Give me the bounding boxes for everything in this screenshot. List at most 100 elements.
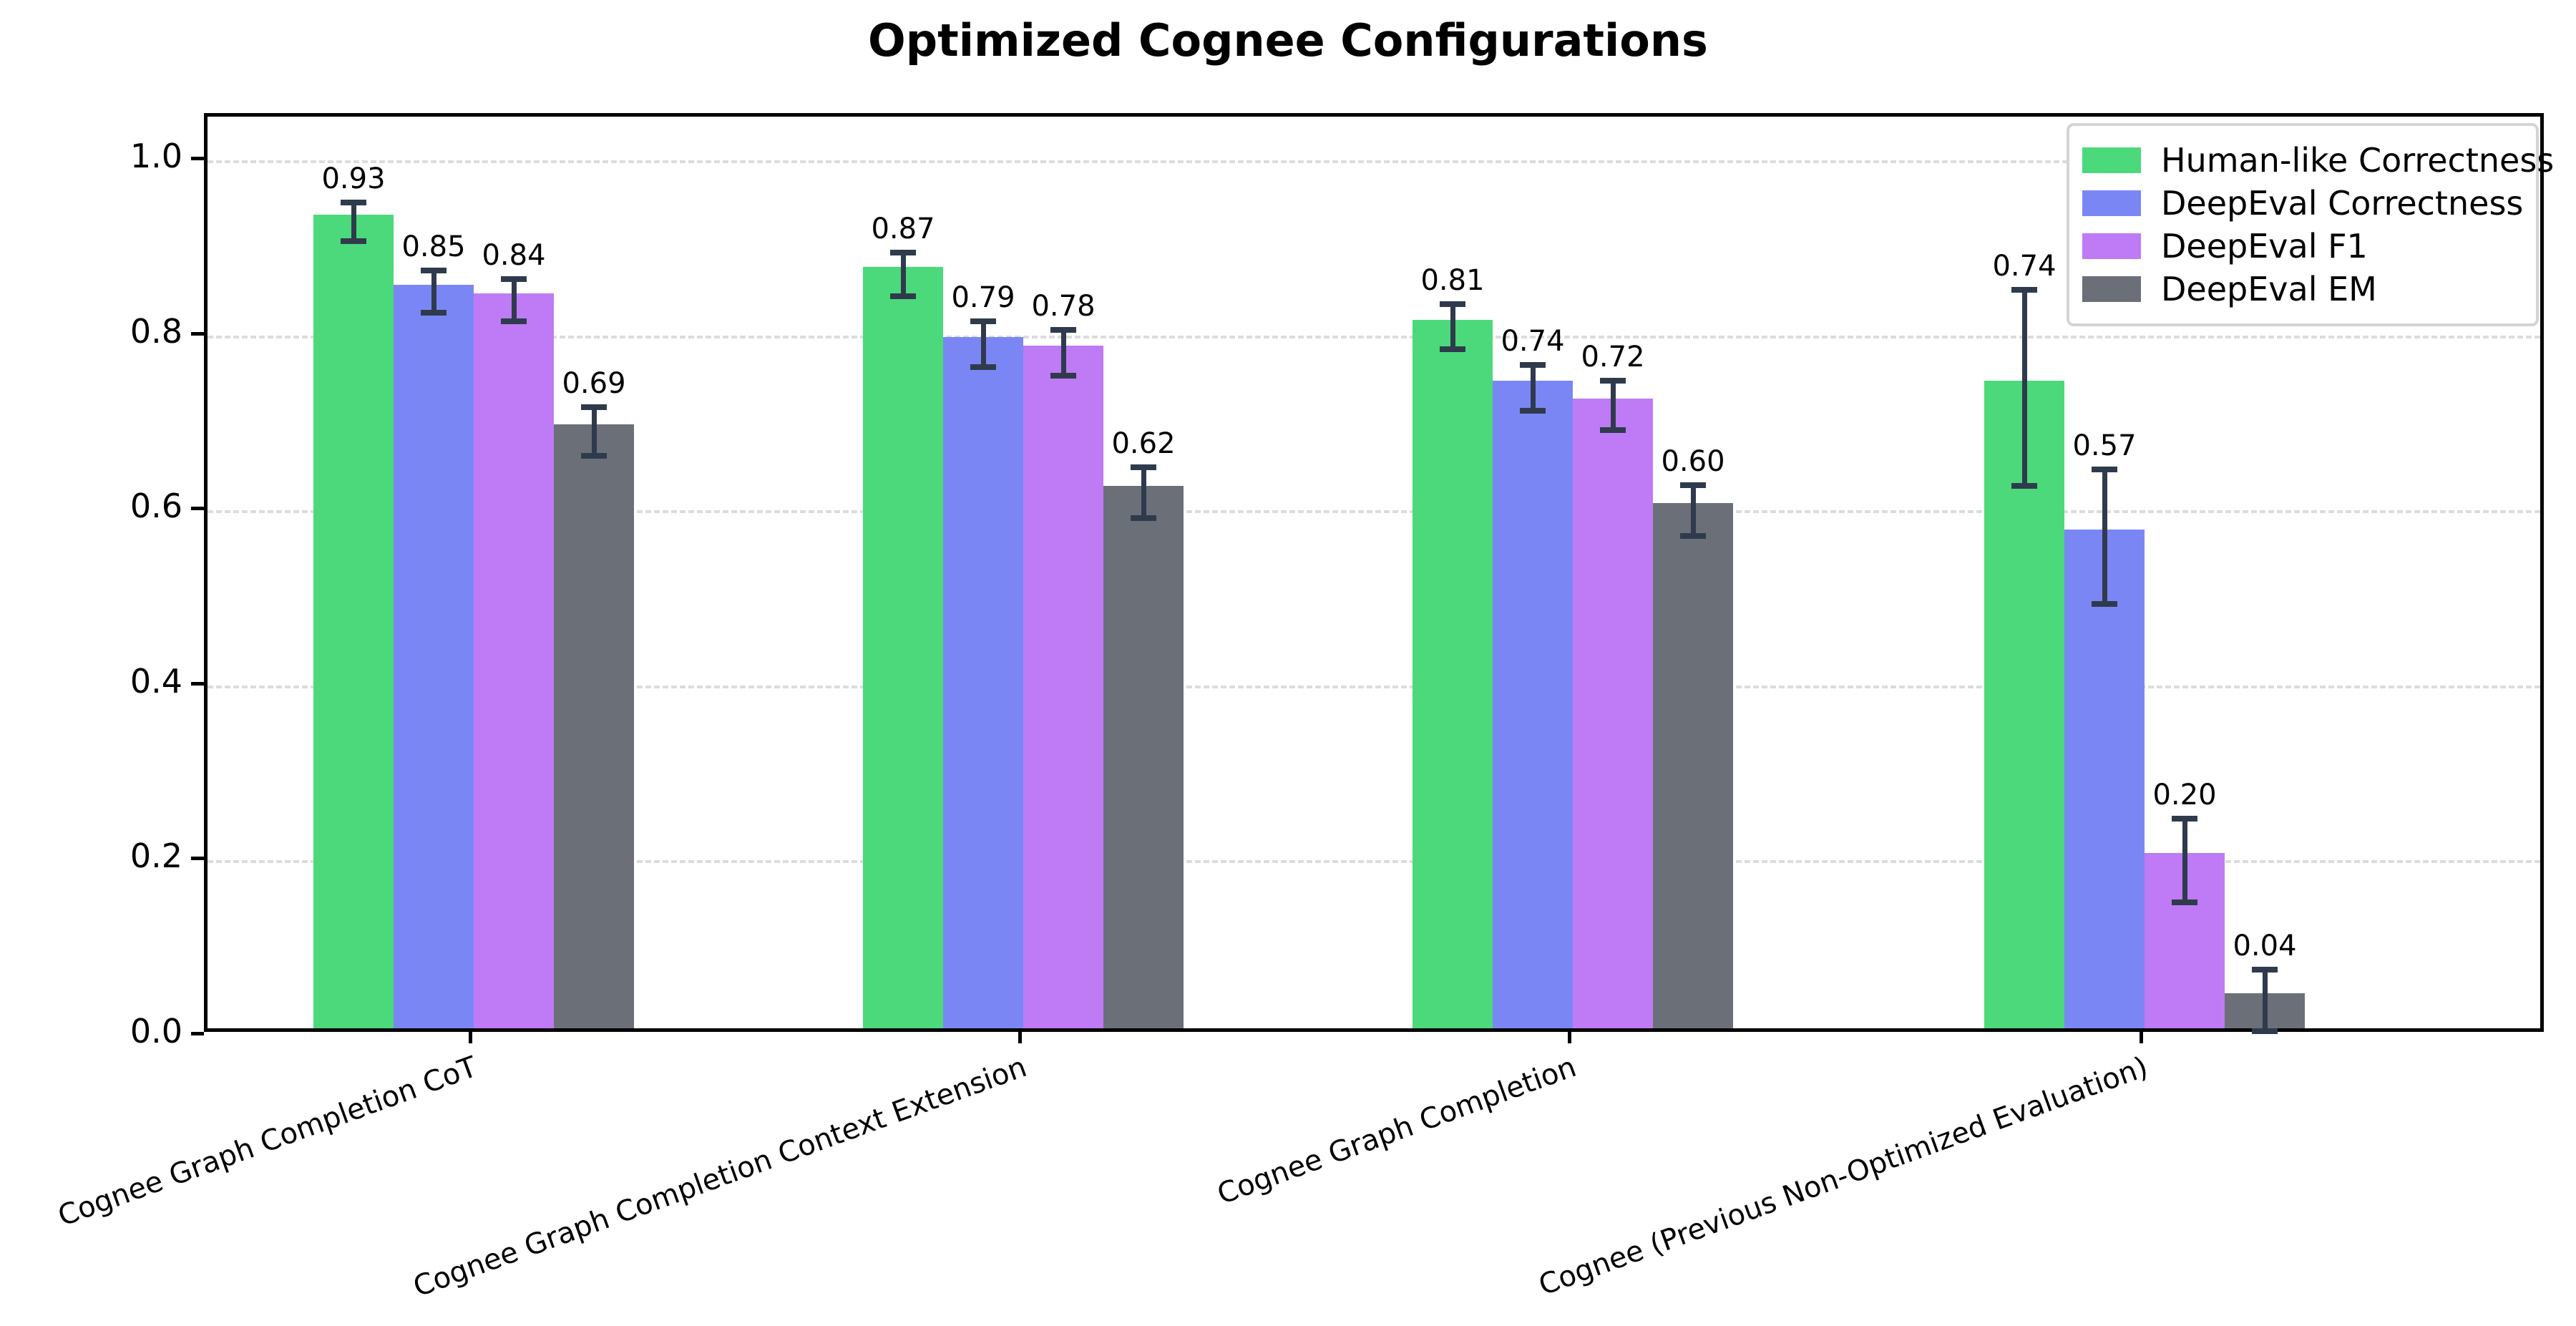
error-bar-line (2262, 970, 2268, 1031)
y-tick-mark (191, 507, 204, 511)
chart-legend[interactable]: Human-like Correctness DeepEval Correctne… (2067, 123, 2554, 326)
error-bar-cap-bottom (2252, 1028, 2278, 1034)
error-bar-cap-top (2092, 466, 2117, 472)
legend-item[interactable]: DeepEval Correctness (2082, 182, 2523, 225)
error-bar-cap-bottom (2011, 483, 2037, 489)
error-bar-cap-top (1520, 362, 1546, 369)
legend-swatch-icon (2082, 190, 2141, 216)
bar-value-label: 0.78 (1031, 290, 1096, 323)
error-bar-cap-bottom (1680, 532, 1706, 539)
bar-value-label: 0.85 (401, 230, 466, 264)
bar-value-label: 0.87 (871, 212, 935, 245)
y-tick-label: 1.0 (130, 137, 182, 176)
bar[interactable] (554, 424, 634, 1028)
bar-value-label: 0.81 (1420, 263, 1485, 297)
error-bar-line (1060, 330, 1066, 376)
error-bar-line (1610, 381, 1616, 430)
bar-value-label: 0.74 (1992, 250, 2057, 283)
gridline (208, 335, 2540, 338)
error-bar-cap-bottom (1050, 372, 1076, 379)
y-tick-label: 0.8 (130, 311, 182, 351)
bar[interactable] (1573, 398, 1653, 1028)
error-bar-cap-bottom (1600, 426, 1626, 433)
error-bar-line (1141, 467, 1146, 519)
chart-title: Optimized Cognee Configurations (868, 14, 1708, 67)
bar-value-label: 0.60 (1661, 444, 1725, 478)
error-bar-cap-top (1600, 378, 1626, 384)
x-tick-mark (469, 1032, 472, 1043)
error-bar-line (1450, 303, 1455, 350)
y-tick-label: 0.4 (130, 661, 182, 701)
bar[interactable] (394, 284, 474, 1028)
x-tick-label: Cognee (Previous Non-Optimized Evaluatio… (1534, 1050, 2152, 1302)
gridline (208, 160, 2540, 164)
x-tick-mark (2140, 1032, 2143, 1043)
error-bar-line (1690, 484, 1696, 536)
error-bar-cap-top (581, 404, 607, 410)
error-bar-cap-bottom (1131, 515, 1156, 522)
error-bar-line (1530, 365, 1536, 411)
y-tick-mark (191, 857, 204, 861)
error-bar-cap-top (341, 199, 366, 205)
gridline (208, 685, 2540, 688)
bar-value-label: 0.84 (482, 239, 546, 273)
bar[interactable] (474, 293, 554, 1028)
legend-item[interactable]: DeepEval EM (2082, 268, 2523, 311)
error-bar-line (980, 321, 986, 367)
error-bar-cap-top (421, 268, 447, 274)
bar-value-label: 0.04 (2233, 930, 2297, 963)
error-bar-cap-bottom (890, 293, 916, 299)
bar[interactable] (313, 214, 394, 1028)
legend-label: DeepEval EM (2161, 270, 2377, 308)
y-tick-mark (191, 681, 204, 686)
error-bar-cap-top (890, 249, 916, 255)
bar-value-label: 0.57 (2072, 429, 2137, 462)
bar[interactable] (863, 267, 943, 1028)
error-bar-cap-bottom (970, 364, 996, 370)
error-bar-cap-top (2252, 967, 2278, 973)
legend-item[interactable]: DeepEval F1 (2082, 225, 2523, 268)
y-tick-mark (191, 331, 204, 336)
error-bar-line (2021, 290, 2027, 487)
y-tick-label: 0.6 (130, 487, 182, 526)
error-bar-line (431, 270, 436, 313)
y-tick-label: 0.2 (130, 837, 182, 876)
error-bar-cap-bottom (2092, 601, 2117, 608)
bar[interactable] (1103, 485, 1184, 1028)
error-bar-cap-top (2172, 815, 2197, 822)
bar[interactable] (943, 336, 1023, 1028)
legend-label: DeepEval Correctness (2161, 184, 2524, 223)
error-bar-cap-top (1050, 327, 1076, 333)
bar[interactable] (1653, 503, 1733, 1028)
error-bar-line (511, 279, 517, 322)
bar-value-label: 0.20 (2152, 778, 2217, 811)
error-bar-cap-bottom (421, 309, 447, 316)
error-bar-cap-bottom (581, 453, 607, 459)
error-bar-cap-bottom (2172, 900, 2197, 906)
error-bar-cap-bottom (341, 238, 366, 244)
plot-inner: 0.93 0.85 0.84 0.69 0.87 0.79 0.78 0.62 0.81 0.74… (208, 117, 2540, 1034)
error-bar-cap-top (501, 276, 527, 283)
error-bar-cap-top (2011, 287, 2037, 293)
legend-label: Human-like Correctness (2161, 141, 2555, 180)
bar[interactable] (1493, 381, 1573, 1028)
gridline (208, 510, 2540, 514)
bar-value-label: 0.62 (1111, 427, 1176, 461)
legend-swatch-icon (2082, 276, 2141, 302)
bar-value-label: 0.69 (562, 366, 626, 400)
legend-item[interactable]: Human-like Correctness (2082, 139, 2554, 182)
legend-swatch-icon (2082, 147, 2141, 173)
gridline (208, 860, 2540, 864)
y-tick-mark (191, 1032, 204, 1035)
error-bar-line (2182, 818, 2187, 903)
error-bar-cap-top (1440, 301, 1465, 307)
error-bar-cap-bottom (1440, 346, 1465, 353)
bar-value-label: 0.79 (951, 281, 1015, 315)
error-bar-cap-bottom (501, 318, 527, 325)
legend-label: DeepEval F1 (2161, 227, 2368, 265)
error-bar-cap-top (1131, 464, 1156, 471)
error-bar-line (351, 202, 356, 241)
bar[interactable] (1023, 346, 1103, 1028)
bar[interactable] (2064, 529, 2145, 1028)
bar[interactable] (1413, 319, 1493, 1028)
